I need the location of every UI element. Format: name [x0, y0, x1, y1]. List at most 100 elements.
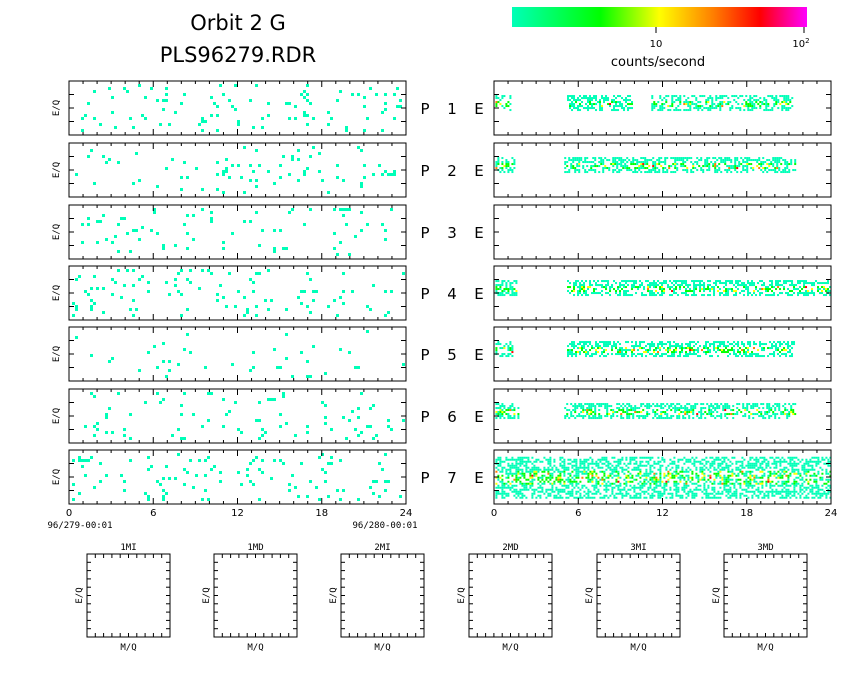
count-cell	[807, 290, 810, 293]
count-cell	[785, 101, 788, 104]
count-cell	[399, 99, 402, 102]
count-cell	[573, 486, 576, 489]
count-cell	[686, 403, 689, 406]
count-cell	[781, 353, 784, 356]
count-cell	[791, 343, 794, 346]
count-cell	[501, 466, 504, 469]
count-cell	[677, 476, 680, 479]
count-cell	[752, 169, 755, 172]
count-cell	[630, 413, 633, 416]
count-cell	[207, 419, 210, 422]
count-cell	[372, 480, 375, 483]
count-cell	[570, 403, 573, 406]
count-cell	[567, 486, 570, 489]
count-cell	[641, 484, 644, 487]
count-cell	[635, 280, 638, 283]
count-cell	[258, 498, 261, 501]
count-cell	[565, 486, 568, 489]
count-cell	[327, 495, 330, 498]
count-cell	[360, 392, 363, 395]
count-cell	[774, 161, 777, 164]
count-cell	[601, 456, 604, 459]
count-cell	[638, 411, 641, 414]
count-cell	[599, 99, 602, 102]
count-cell	[636, 415, 639, 418]
count-cell	[675, 470, 678, 473]
count-cell	[619, 294, 622, 297]
count-cell	[613, 486, 616, 489]
count-cell	[763, 97, 766, 100]
count-cell	[741, 343, 744, 346]
count-cell	[601, 286, 604, 289]
count-cell	[619, 292, 622, 295]
count-cell	[363, 164, 366, 167]
count-cell	[505, 456, 508, 459]
count-cell	[583, 460, 586, 463]
count-cell	[773, 345, 776, 348]
count-cell	[603, 343, 606, 346]
count-cell	[216, 114, 219, 117]
count-cell	[784, 171, 787, 174]
count-cell	[712, 157, 715, 160]
count-cell	[819, 282, 822, 285]
count-cell	[738, 403, 741, 406]
count-cell	[688, 157, 691, 160]
count-cell	[617, 105, 620, 108]
count-cell	[683, 109, 686, 112]
count-cell	[727, 341, 730, 344]
count-cell	[567, 492, 570, 495]
count-cell	[507, 480, 510, 483]
count-cell	[579, 458, 582, 461]
count-cell	[768, 409, 771, 412]
count-cell	[749, 341, 752, 344]
count-cell	[575, 472, 578, 475]
count-cell	[575, 482, 578, 485]
count-cell	[612, 411, 615, 414]
count-cell	[366, 305, 369, 308]
count-cell	[625, 490, 628, 493]
count-cell	[620, 165, 623, 168]
count-cell	[708, 169, 711, 172]
e-panel	[495, 280, 832, 297]
count-cell	[662, 161, 665, 164]
count-cell	[509, 405, 512, 408]
count-cell	[509, 167, 512, 170]
count-cell	[499, 411, 502, 414]
count-cell	[72, 314, 75, 317]
count-cell	[714, 165, 717, 168]
e-panel	[495, 95, 794, 112]
count-cell	[72, 483, 75, 486]
count-cell	[549, 458, 552, 461]
count-cell	[682, 159, 685, 162]
count-cell	[625, 484, 628, 487]
count-cell	[683, 101, 686, 104]
count-cell	[716, 415, 719, 418]
count-cell	[564, 407, 567, 410]
count-cell	[773, 341, 776, 344]
count-cell	[747, 103, 750, 106]
count-cell	[288, 117, 291, 120]
count-cell	[675, 464, 678, 467]
count-cell	[390, 208, 393, 211]
count-cell	[591, 292, 594, 295]
count-cell	[573, 95, 576, 98]
count-cell	[793, 286, 796, 289]
count-cell	[725, 103, 728, 106]
count-cell	[718, 407, 721, 410]
count-cell	[569, 103, 572, 106]
count-cell	[758, 167, 761, 170]
count-cell	[519, 496, 522, 499]
count-cell	[285, 357, 288, 360]
count-cell	[707, 97, 710, 100]
count-cell	[699, 288, 702, 291]
count-cell	[645, 345, 648, 348]
count-cell	[605, 460, 608, 463]
count-cell	[138, 238, 141, 241]
count-cell	[87, 217, 90, 220]
count-cell	[505, 413, 508, 416]
count-cell	[643, 492, 646, 495]
count-cell	[575, 282, 578, 285]
count-cell	[541, 478, 544, 481]
count-cell	[545, 476, 548, 479]
count-cell	[706, 157, 709, 160]
